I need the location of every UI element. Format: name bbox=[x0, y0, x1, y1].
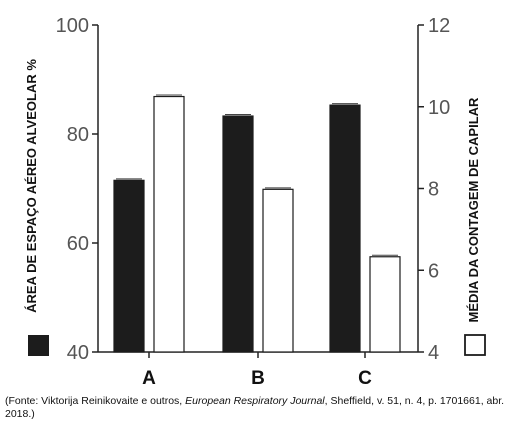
left-tick-label: 40 bbox=[67, 342, 89, 364]
left-tick-label: 80 bbox=[67, 124, 89, 146]
left-axis-label: ÁREA DE ESPAÇO AÉREO ALVEOLAR % bbox=[24, 59, 39, 313]
right-tick-label: 6 bbox=[428, 260, 439, 282]
right-tick-label: 4 bbox=[428, 342, 439, 364]
chart-bars bbox=[113, 94, 401, 353]
dark-bar-c bbox=[329, 104, 361, 353]
left-legend-swatch bbox=[28, 335, 49, 356]
left-tick-label: 100 bbox=[56, 15, 89, 37]
category-label-c: C bbox=[358, 368, 372, 389]
right-legend-swatch bbox=[464, 334, 486, 356]
tick-labels: 40 60 80 100 4 6 8 10 12 bbox=[56, 15, 451, 364]
right-tick-label: 12 bbox=[428, 15, 450, 37]
dark-bar-b bbox=[222, 115, 254, 353]
category-label-a: A bbox=[142, 368, 156, 389]
white-bar-a bbox=[153, 95, 185, 353]
axis-labels: ÁREA DE ESPAÇO AÉREO ALVEOLAR % MÉDIA DA … bbox=[24, 59, 486, 356]
category-labels: A B C bbox=[142, 368, 372, 389]
white-bar-b bbox=[262, 188, 294, 353]
right-tick-label: 10 bbox=[428, 97, 450, 119]
right-axis-label: MÉDIA DA CONTAGEM DE CAPILAR bbox=[466, 97, 481, 322]
chart-axes bbox=[92, 24, 424, 358]
left-tick-label: 60 bbox=[67, 233, 89, 255]
white-bar-c bbox=[369, 256, 401, 353]
category-label-b: B bbox=[251, 368, 265, 389]
bar-chart: 40 60 80 100 4 6 8 10 12 A B C ÁREA DE ESPAÇO AÉRE… bbox=[24, 15, 486, 389]
dark-bar-a bbox=[113, 179, 145, 353]
source-journal: European Respiratory Journal bbox=[185, 395, 325, 407]
source-citation: (Fonte: Viktorija Reinikovaite e outros,… bbox=[5, 395, 513, 421]
right-tick-label: 8 bbox=[428, 179, 439, 201]
source-prefix: (Fonte: Viktorija Reinikovaite e outros, bbox=[5, 395, 186, 407]
source-suffix: , Sheffield, v. 51, n. 4, p. 1701661, ab… bbox=[5, 395, 505, 420]
